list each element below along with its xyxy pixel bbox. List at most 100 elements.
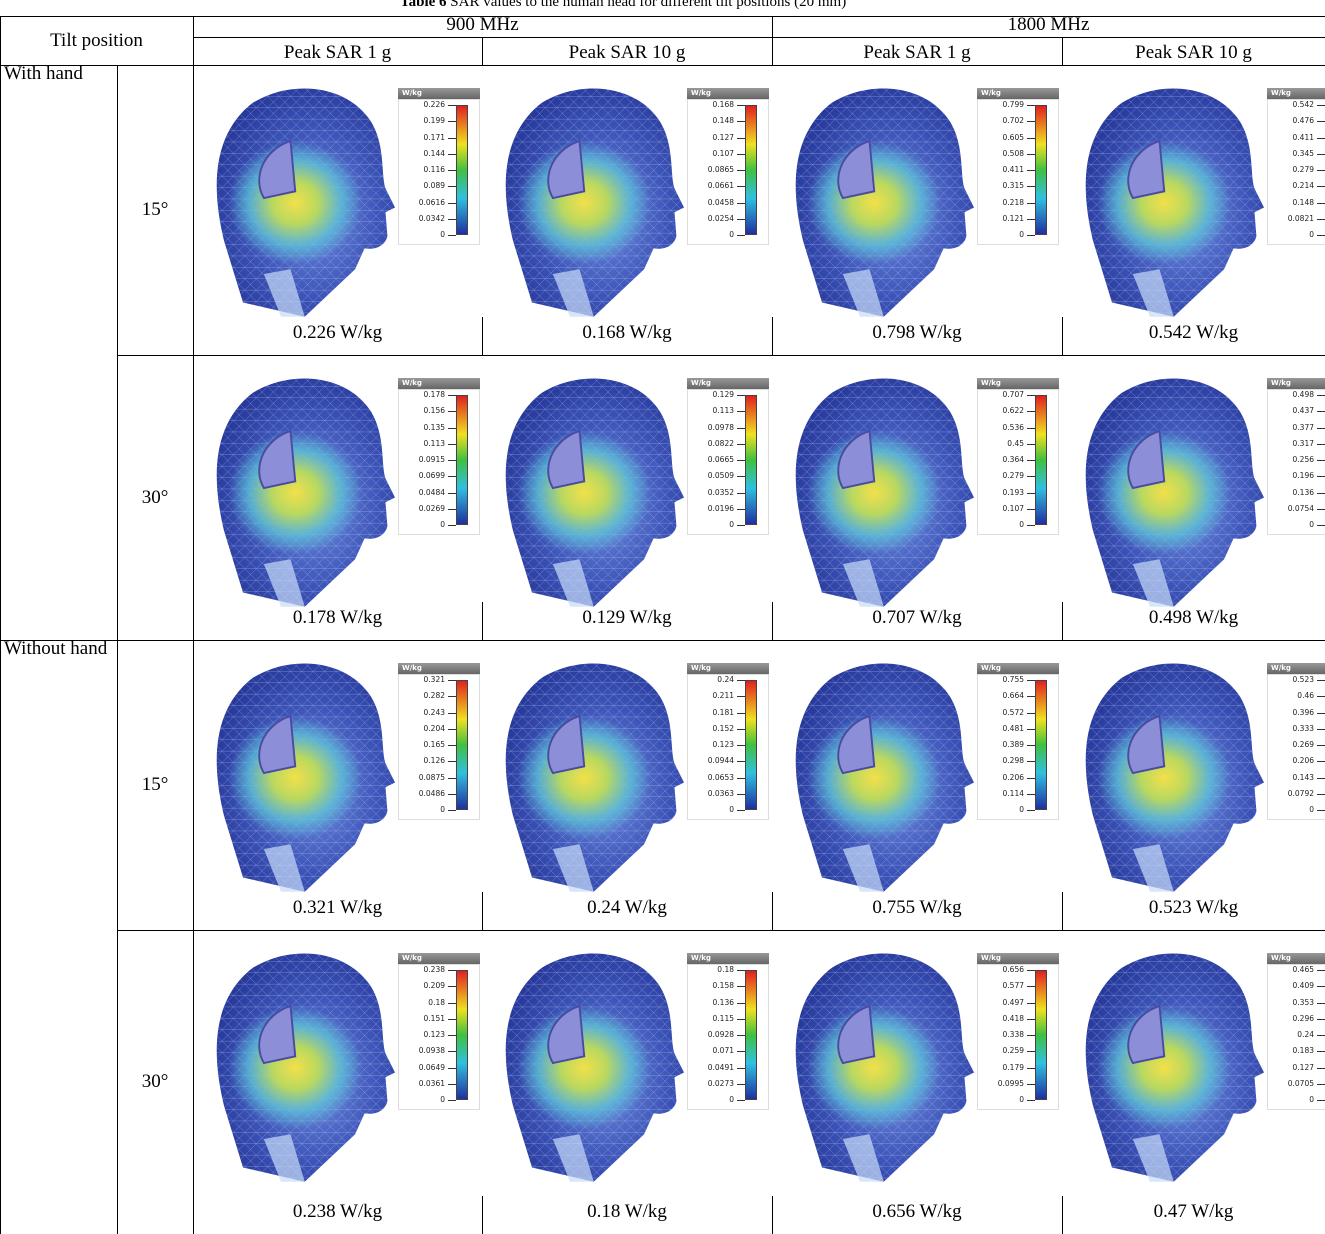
scale-tick bbox=[1317, 1035, 1325, 1036]
scale-tick bbox=[1027, 154, 1035, 155]
scale-tick bbox=[448, 1035, 456, 1036]
scale-label: 0.317 bbox=[1274, 439, 1314, 449]
scale-tick bbox=[737, 745, 745, 746]
scale-label: 0.123 bbox=[405, 1030, 445, 1040]
scale-label: 0.0509 bbox=[694, 471, 734, 481]
scale-label: 0.0653 bbox=[694, 773, 734, 783]
scale-tick bbox=[737, 203, 745, 204]
scale-label: 0.243 bbox=[405, 708, 445, 718]
scale-label: 0.24 bbox=[1274, 1030, 1314, 1040]
scale-tick bbox=[448, 154, 456, 155]
scale-tick bbox=[448, 745, 456, 746]
scale-tick bbox=[448, 986, 456, 987]
scale-label: 0.296 bbox=[1274, 1014, 1314, 1024]
scale-tick bbox=[1317, 411, 1325, 412]
rule bbox=[0, 65, 1325, 66]
scale-tick bbox=[448, 121, 456, 122]
scale-tick bbox=[1027, 444, 1035, 445]
scale-label: 0.126 bbox=[405, 756, 445, 766]
tilt-label: 15° bbox=[117, 199, 193, 221]
scale-tick bbox=[1317, 778, 1325, 779]
scale-label: 0.333 bbox=[1274, 724, 1314, 734]
scale-label: 0.497 bbox=[984, 998, 1024, 1008]
rule bbox=[482, 1196, 483, 1234]
scale-tick bbox=[448, 444, 456, 445]
scale-tick bbox=[1027, 1084, 1035, 1085]
scale-label: 0.0792 bbox=[1274, 789, 1314, 799]
scale-label: 0.116 bbox=[405, 165, 445, 175]
scale-header: W/kg bbox=[1267, 378, 1325, 389]
scale-label: 0.0875 bbox=[405, 773, 445, 783]
scale-tick bbox=[1317, 986, 1325, 987]
scale-header: W/kg bbox=[1267, 953, 1325, 964]
scale-label: 0.0254 bbox=[694, 214, 734, 224]
scale-label: 0.542 bbox=[1274, 100, 1314, 110]
scale-tick bbox=[1027, 745, 1035, 746]
scale-tick bbox=[448, 395, 456, 396]
scale-label: 0.218 bbox=[984, 198, 1024, 208]
scale-tick bbox=[737, 509, 745, 510]
head-model bbox=[784, 648, 974, 898]
scale-tick bbox=[1317, 509, 1325, 510]
scale-tick bbox=[1027, 729, 1035, 730]
scale-bar bbox=[456, 105, 468, 235]
scale-tick bbox=[737, 1019, 745, 1020]
scale-label: 0 bbox=[1274, 230, 1314, 240]
scale-tick bbox=[1317, 219, 1325, 220]
scale-label: 0.144 bbox=[405, 149, 445, 159]
scale-tick bbox=[448, 509, 456, 510]
scale-tick bbox=[1317, 203, 1325, 204]
scale-label: 0.0938 bbox=[405, 1046, 445, 1056]
scale-tick bbox=[737, 428, 745, 429]
scale-label: 0 bbox=[694, 1095, 734, 1105]
rule bbox=[482, 602, 483, 640]
scale-label: 0.577 bbox=[984, 981, 1024, 991]
scale-label: 0.121 bbox=[984, 214, 1024, 224]
head-model bbox=[1074, 73, 1264, 323]
rule bbox=[117, 930, 1325, 931]
head-image bbox=[1074, 73, 1264, 323]
sar-value: 0.226 W/kg bbox=[193, 322, 482, 344]
scale-tick bbox=[737, 476, 745, 477]
rule bbox=[1062, 317, 1063, 355]
scale-tick bbox=[1027, 121, 1035, 122]
scale-label: 0 bbox=[984, 805, 1024, 815]
scale-tick bbox=[1317, 428, 1325, 429]
scale-label: 0.0665 bbox=[694, 455, 734, 465]
scale-header: W/kg bbox=[687, 663, 769, 674]
rule bbox=[482, 892, 483, 930]
scale-label: 0.702 bbox=[984, 116, 1024, 126]
group-label: Without hand bbox=[4, 638, 114, 660]
scale-tick bbox=[1317, 138, 1325, 139]
scale-label: 0 bbox=[984, 230, 1024, 240]
scale-label: 0.279 bbox=[1274, 165, 1314, 175]
scale-tick bbox=[737, 121, 745, 122]
scale-label: 0.418 bbox=[984, 1014, 1024, 1024]
scale-label: 0 bbox=[405, 230, 445, 240]
sar-value: 0.321 W/kg bbox=[193, 897, 482, 919]
sar-value: 0.18 W/kg bbox=[482, 1201, 772, 1223]
scale-tick bbox=[1027, 986, 1035, 987]
scale-tick bbox=[1027, 395, 1035, 396]
scale-label: 0.0616 bbox=[405, 198, 445, 208]
scale-label: 0.409 bbox=[1274, 981, 1314, 991]
scale-tick bbox=[1027, 235, 1035, 236]
scale-label: 0.181 bbox=[694, 708, 734, 718]
scale-tick bbox=[1027, 1051, 1035, 1052]
scale-label: 0.0196 bbox=[694, 504, 734, 514]
scale-tick bbox=[737, 525, 745, 526]
scale-tick bbox=[1317, 696, 1325, 697]
scale-label: 0.622 bbox=[984, 406, 1024, 416]
scale-label: 0.0754 bbox=[1274, 504, 1314, 514]
scale-label: 0 bbox=[694, 805, 734, 815]
scale-tick bbox=[1027, 1068, 1035, 1069]
scale-tick bbox=[448, 170, 456, 171]
scale-tick bbox=[448, 970, 456, 971]
scale-tick bbox=[1317, 476, 1325, 477]
rule bbox=[1062, 892, 1063, 930]
head-image bbox=[1074, 363, 1264, 613]
scale-label: 0.107 bbox=[694, 149, 734, 159]
scale-label: 0.196 bbox=[1274, 471, 1314, 481]
scale-label: 0.136 bbox=[694, 998, 734, 1008]
scale-label: 0.0978 bbox=[694, 423, 734, 433]
